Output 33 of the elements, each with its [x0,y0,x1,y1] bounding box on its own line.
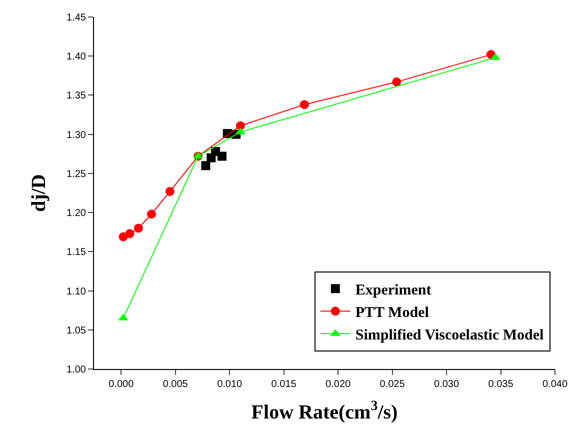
y-tick-label: 1.40 [66,52,86,63]
y-tick-label: 1.15 [66,247,86,258]
y-tick-label: 1.35 [66,90,86,102]
y-tick-label: 1.30 [66,130,86,141]
x-tick-label: 0.025 [380,379,406,390]
point [134,224,143,233]
x-tick-label: 0.015 [271,379,297,390]
point [300,100,309,110]
point [218,152,226,161]
x-tick-label: 0.010 [217,379,243,390]
x-tick-label: 0.040 [542,379,568,390]
y-tick-label: 1.05 [66,325,86,336]
legend-label: Experiment [355,282,432,298]
y-tick-label: 1.00 [66,364,86,376]
x-tick-label: 0.000 [108,379,134,390]
point [165,186,174,196]
x-tick-label: 0.020 [326,379,352,390]
y-axis-title: dj/D [28,174,50,212]
legend-label: PTT Model [355,305,429,321]
point [201,161,210,170]
y-tick-label: 1.45 [66,12,86,24]
point [146,210,156,219]
y-tick-label: 1.10 [66,286,86,298]
point [125,229,134,238]
x-tick-label: 0.005 [162,379,188,390]
y-tick-label: 1.25 [66,168,86,180]
x-tick-label: 0.030 [434,379,460,390]
legend-label: Simplified Viscoelastic Model [355,328,544,344]
point [236,121,245,130]
y-tick-label: 1.20 [66,208,86,220]
x-tick-label: 0.035 [488,379,514,390]
point [392,77,402,86]
x-axis-title: Flow Rate(cm$^{3}$/s) [251,399,398,424]
